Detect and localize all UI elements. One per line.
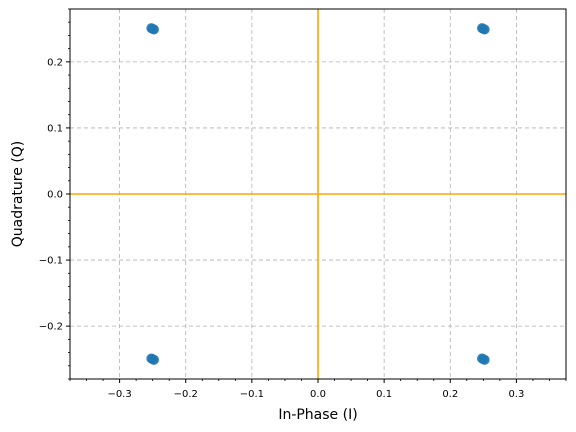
x-tick-label: −0.3 <box>107 389 131 400</box>
axis-ticks: −0.3 −0.2 −0.1 0.0 0.1 0.2 0.3 −0.2 −0.1 0.0 0.1 0.… <box>39 8 567 400</box>
x-tick-label: 0.0 <box>310 389 326 400</box>
x-tick-label: 0.2 <box>442 389 458 400</box>
y-tick-label: 0.0 <box>47 190 63 201</box>
x-tick-label: −0.2 <box>174 389 198 400</box>
y-tick-label: −0.2 <box>39 322 63 333</box>
y-tick-label: 0.1 <box>47 123 63 134</box>
y-tick-label: 0.2 <box>47 57 63 68</box>
x-tick-label: −0.1 <box>240 389 264 400</box>
x-axis-label: In-Phase (I) <box>278 407 357 423</box>
scatter-point <box>479 354 490 365</box>
x-tick-label: 0.1 <box>376 389 392 400</box>
scatter-point <box>148 354 159 365</box>
y-axis-label: Quadrature (Q) <box>10 141 26 248</box>
scatter-point <box>477 23 488 34</box>
reference-lines <box>70 9 566 379</box>
y-tick-label: −0.1 <box>39 256 63 267</box>
x-tick-label: 0.3 <box>508 389 524 400</box>
scatter-points <box>146 23 490 365</box>
scatter-point <box>146 23 157 34</box>
